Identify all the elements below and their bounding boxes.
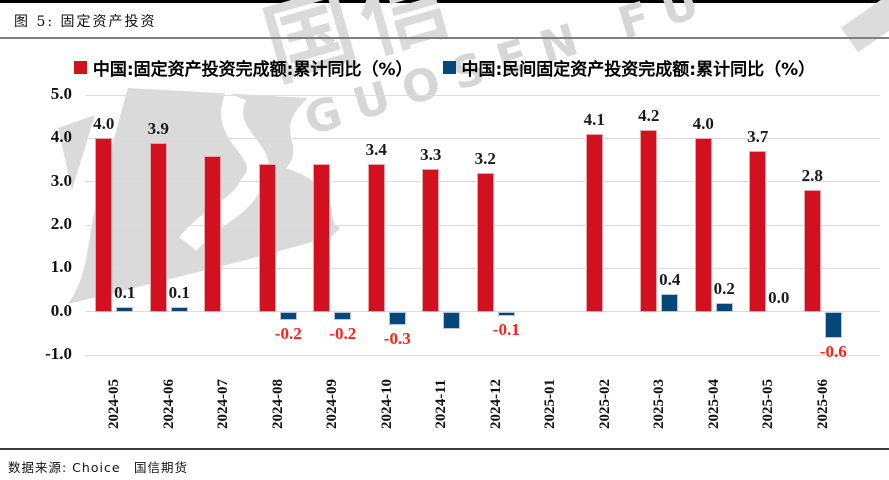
- bar-fai: [149, 142, 167, 312]
- bar-fai: [749, 151, 767, 312]
- bar-private-fai: [279, 311, 297, 321]
- y-tick-label: 5.0: [50, 84, 72, 103]
- figure-title: 图 5: 固定资产投资: [14, 14, 157, 30]
- x-tick-label: 2024-06: [160, 379, 177, 429]
- bar-fai: [422, 168, 440, 312]
- x-tick-label: 2025-02: [596, 379, 613, 429]
- value-label: 3.3: [420, 144, 442, 164]
- bar-private-fai: [443, 311, 461, 329]
- legend-label-fai: 中国:固定资产投资完成额:累计同比（%）: [92, 60, 413, 80]
- value-label: -0.1: [492, 320, 520, 339]
- bar-private-fai: [661, 294, 679, 312]
- y-tick-label: 3.0: [50, 170, 72, 190]
- bar-private-fai: [715, 303, 733, 312]
- gridline: [85, 137, 880, 139]
- value-label: -0.2: [329, 324, 357, 344]
- bar-private-fai: [116, 307, 134, 312]
- data-source: 数据来源: Choice 国信期货: [8, 460, 189, 475]
- value-label: 4.1: [583, 110, 605, 129]
- source-divider: [0, 448, 889, 450]
- x-tick-label: 2024-12: [487, 379, 504, 429]
- value-label: 3.7: [747, 127, 769, 147]
- bar-fai: [585, 134, 603, 312]
- value-label: 2.8: [801, 166, 823, 186]
- value-label: 3.2: [474, 149, 496, 168]
- x-tick-label: 2024-08: [269, 379, 286, 429]
- value-label: 0.0: [768, 287, 790, 307]
- bar-fai: [803, 190, 821, 312]
- bar-private-fai: [388, 311, 406, 325]
- bar-private-fai: [497, 311, 515, 316]
- y-tick-label: -1.0: [45, 344, 72, 363]
- bar-fai: [640, 129, 658, 312]
- value-label: 4.2: [638, 105, 660, 125]
- x-tick-label: 2025-01: [542, 379, 559, 429]
- title-divider: [0, 37, 889, 39]
- value-label: 0.1: [114, 283, 136, 303]
- gridline: [85, 94, 880, 96]
- bar-fai: [476, 173, 494, 312]
- value-label: -0.2: [274, 324, 302, 344]
- bar-fai: [204, 155, 222, 312]
- legend-item-fai: 中国:固定资产投资完成额:累计同比（%）: [73, 55, 413, 80]
- bar-fai: [313, 164, 331, 312]
- value-label: -0.6: [819, 341, 847, 361]
- value-label: 4.0: [93, 114, 115, 134]
- bar-fai: [694, 138, 712, 312]
- x-tick-label: 2024-10: [378, 379, 395, 429]
- x-tick-label: 2024-09: [324, 379, 341, 429]
- legend-swatch-private-fai: [442, 61, 456, 74]
- y-tick-label: 1.0: [50, 257, 72, 277]
- value-label: 3.9: [147, 118, 169, 138]
- bar-fai: [258, 164, 276, 312]
- legend-item-private-fai: 中国:民间固定资产投资完成额:累计同比（%）: [442, 55, 816, 80]
- y-tick-label: 2.0: [50, 214, 72, 233]
- value-label: 0.2: [713, 279, 735, 298]
- chart-legend: 中国:固定资产投资完成额:累计同比（%） 中国:民间固定资产投资完成额:累计同比…: [0, 55, 889, 80]
- bar-private-fai: [824, 311, 842, 338]
- x-tick-label: 2024-05: [106, 379, 123, 429]
- bar-fai: [95, 138, 113, 312]
- value-label: 0.4: [659, 270, 681, 290]
- gridline: [85, 354, 880, 356]
- x-tick-label: 2025-04: [705, 379, 722, 429]
- x-tick-label: 2024-07: [215, 379, 232, 429]
- legend-label-private-fai: 中国:民间固定资产投资完成额:累计同比（%）: [461, 60, 816, 80]
- legend-swatch-fai: [73, 61, 87, 74]
- y-tick-label: 4.0: [50, 127, 72, 147]
- bar-private-fai: [170, 307, 188, 312]
- bar-fai: [367, 164, 385, 312]
- value-label: 4.0: [692, 114, 714, 134]
- y-tick-label: 0.0: [50, 300, 72, 320]
- x-tick-label: 2024-11: [433, 379, 450, 429]
- value-label: -0.3: [383, 328, 411, 348]
- gridline: [85, 311, 880, 313]
- x-tick-label: 2025-05: [760, 379, 777, 429]
- x-tick-label: 2025-06: [814, 379, 831, 429]
- bar-private-fai: [334, 311, 352, 321]
- value-label: 3.4: [365, 140, 387, 160]
- top-border: [0, 0, 889, 3]
- x-tick-label: 2025-03: [651, 379, 668, 429]
- value-label: 0.1: [168, 283, 190, 303]
